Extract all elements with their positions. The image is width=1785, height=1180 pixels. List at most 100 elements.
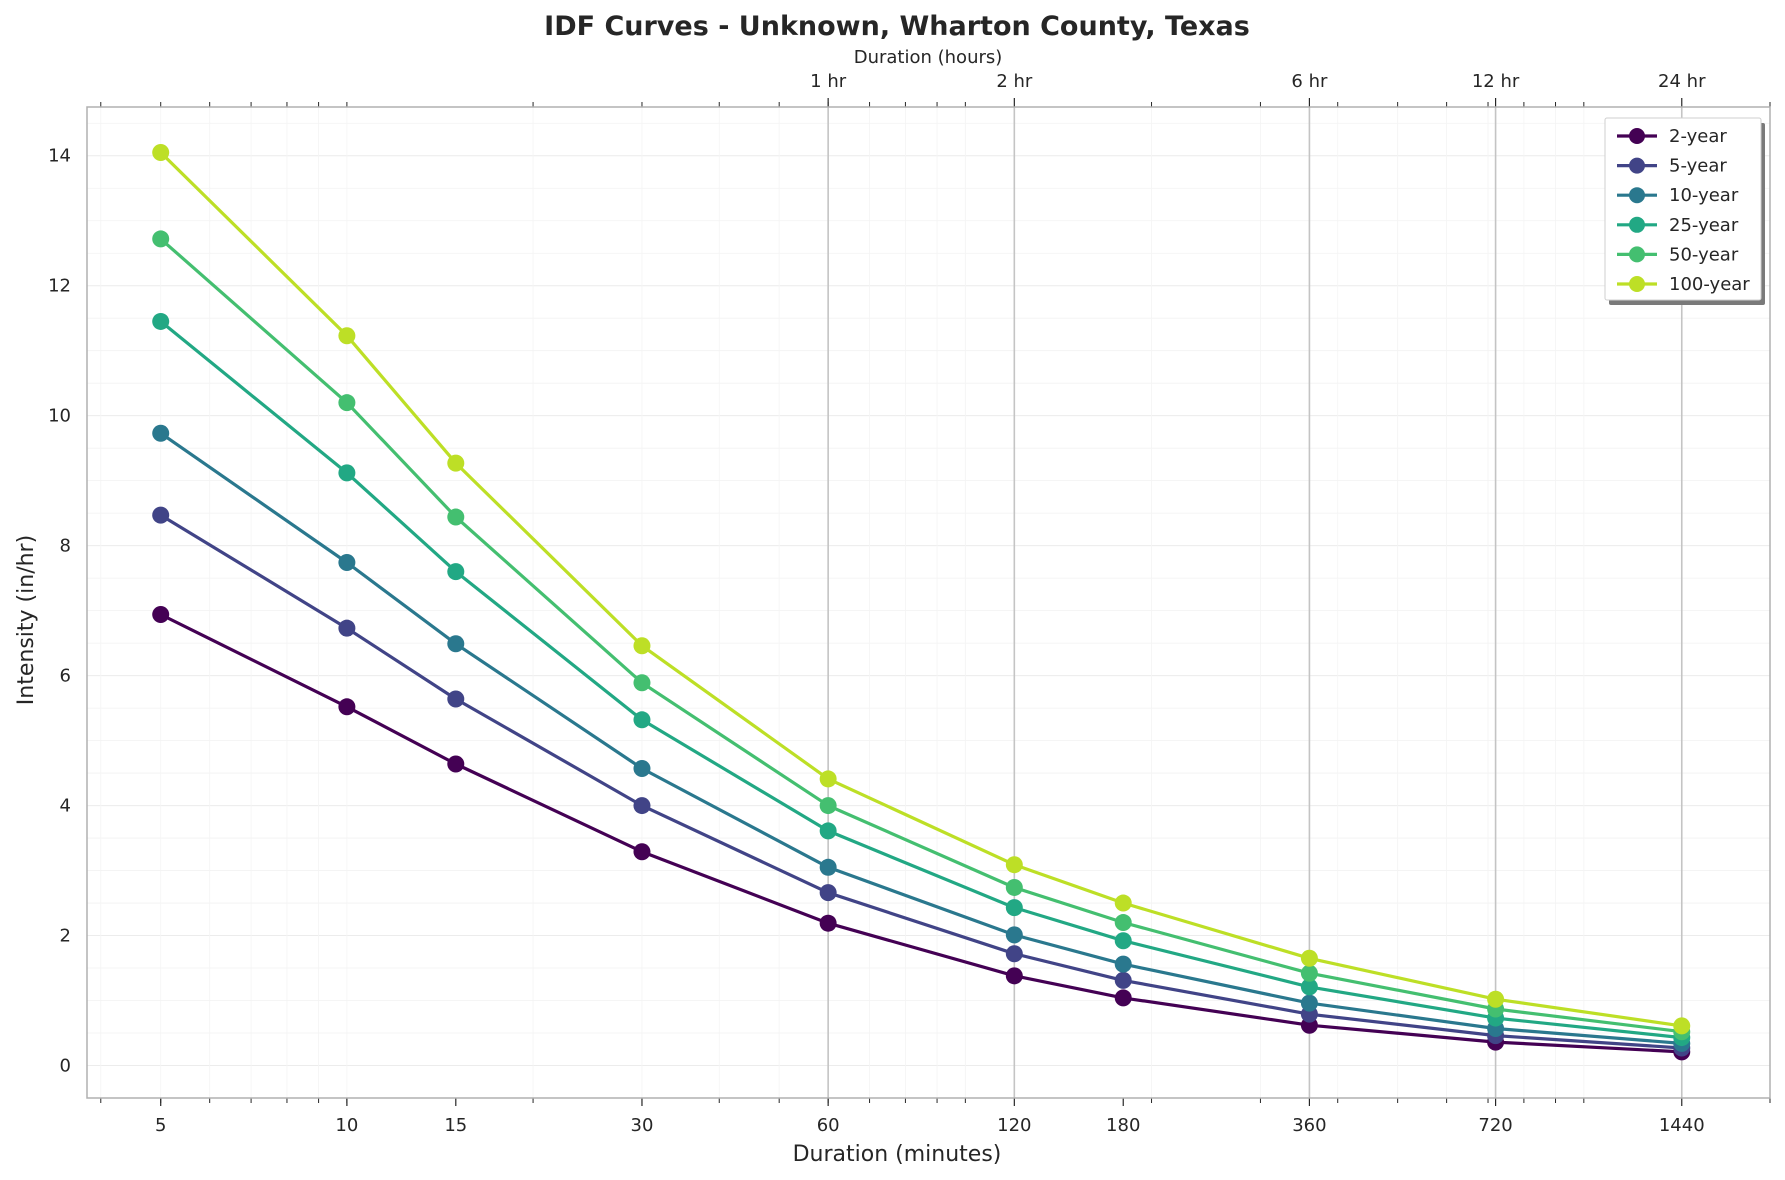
data-point	[819, 770, 837, 788]
top-tick-label: 24 hr	[1658, 71, 1706, 92]
series-line	[159, 431, 1682, 1045]
data-point	[1300, 949, 1318, 967]
data-point	[447, 508, 465, 526]
series-line	[159, 237, 1682, 1034]
series-group	[152, 143, 1691, 1061]
data-point	[1300, 994, 1318, 1012]
series-25-year	[152, 312, 1691, 1047]
data-point	[1487, 990, 1505, 1008]
data-point	[152, 506, 170, 524]
data-point	[1300, 964, 1318, 982]
data-point	[819, 884, 837, 902]
x-tick-label: 1440	[1659, 1115, 1705, 1136]
legend-item: 50-year	[1617, 244, 1739, 265]
legend-item: 2-year	[1617, 126, 1727, 147]
legend-marker	[1629, 128, 1645, 144]
x-tick-label: 360	[1292, 1115, 1326, 1136]
y-tick-label: 8	[60, 536, 71, 557]
data-point	[819, 858, 837, 876]
data-point	[447, 454, 465, 472]
axis-ticks: 0 2 4 6 8 10 12 14 5 10 15 30 60 120 180 360 720 1440 1 hr…	[48, 71, 1771, 1136]
grid	[87, 107, 1771, 1099]
legend-label: 5-year	[1669, 156, 1727, 177]
data-point	[1114, 932, 1132, 950]
data-point	[152, 143, 170, 161]
legend-item: 100-year	[1617, 274, 1750, 295]
chart-title: IDF Curves - Unknown, Wharton County, Te…	[544, 11, 1250, 42]
x-tick-label: 5	[155, 1115, 166, 1136]
legend-item: 10-year	[1617, 185, 1739, 206]
data-point	[1114, 955, 1132, 973]
legend-marker	[1629, 216, 1645, 233]
y-tick-label: 6	[60, 666, 71, 687]
x-tick-label: 180	[1106, 1115, 1140, 1136]
data-point	[633, 843, 651, 861]
data-point	[1673, 1017, 1691, 1035]
data-point	[1005, 967, 1023, 985]
legend-label: 50-year	[1669, 244, 1739, 265]
data-point	[338, 394, 356, 412]
data-point	[633, 674, 651, 692]
data-point	[1005, 899, 1023, 917]
series-10-year	[152, 424, 1691, 1052]
plot-frame	[86, 106, 1771, 1099]
data-point	[1005, 878, 1023, 896]
y-tick-label: 10	[48, 406, 71, 427]
x-tick-label: 120	[997, 1115, 1031, 1136]
data-point	[338, 327, 356, 345]
data-point	[819, 797, 837, 815]
series-line	[159, 513, 1682, 1050]
legend-marker	[1629, 157, 1645, 174]
data-point	[633, 797, 651, 815]
top-tick-label: 6 hr	[1291, 71, 1328, 92]
data-point	[633, 637, 651, 655]
x-tick-label: 10	[335, 1115, 358, 1136]
legend: 2-year 5-year 10-year 25-year 50-year 100-yea…	[1604, 117, 1765, 305]
x-tick-label: 30	[631, 1115, 654, 1136]
legend-marker	[1629, 187, 1645, 204]
data-point	[338, 464, 356, 482]
data-point	[1114, 971, 1132, 989]
data-point	[1114, 914, 1132, 932]
legend-label: 25-year	[1669, 215, 1739, 236]
data-point	[152, 606, 170, 624]
series-line	[159, 151, 1683, 1028]
x-tick-label: 720	[1478, 1115, 1512, 1136]
data-point	[1005, 926, 1023, 944]
legend-marker	[1629, 276, 1645, 292]
data-point	[338, 698, 356, 716]
data-point	[1114, 989, 1132, 1007]
top-tick-label: 2 hr	[996, 71, 1033, 92]
x-tick-label: 60	[817, 1115, 840, 1136]
legend-label: 10-year	[1669, 185, 1739, 206]
data-point	[447, 635, 465, 653]
data-point	[338, 554, 356, 572]
data-point	[338, 619, 356, 637]
data-point	[819, 822, 837, 840]
series-100-year	[152, 143, 1691, 1035]
data-point	[152, 312, 170, 330]
data-point	[1005, 856, 1023, 874]
data-point	[633, 760, 651, 778]
top-tick-label: 1 hr	[810, 71, 847, 92]
data-point	[152, 424, 170, 442]
x-axis-label: Duration (minutes)	[793, 1142, 1002, 1167]
y-tick-label: 0	[60, 1056, 71, 1077]
x-tick-label: 15	[444, 1115, 467, 1136]
top-tick-label: 12 hr	[1472, 71, 1520, 92]
series-line	[159, 320, 1682, 1040]
y-tick-label: 2	[60, 926, 71, 947]
legend-label: 2-year	[1669, 126, 1727, 147]
legend-label: 100-year	[1669, 274, 1750, 295]
series-5-year	[152, 506, 1691, 1057]
series-line	[159, 613, 1682, 1054]
data-point	[633, 711, 651, 729]
legend-marker	[1629, 246, 1645, 263]
legend-item: 25-year	[1617, 215, 1739, 236]
legend-item: 5-year	[1617, 156, 1727, 177]
data-point	[152, 230, 170, 248]
data-point	[1005, 945, 1023, 963]
y-tick-label: 4	[60, 796, 71, 817]
data-point	[1300, 978, 1318, 996]
